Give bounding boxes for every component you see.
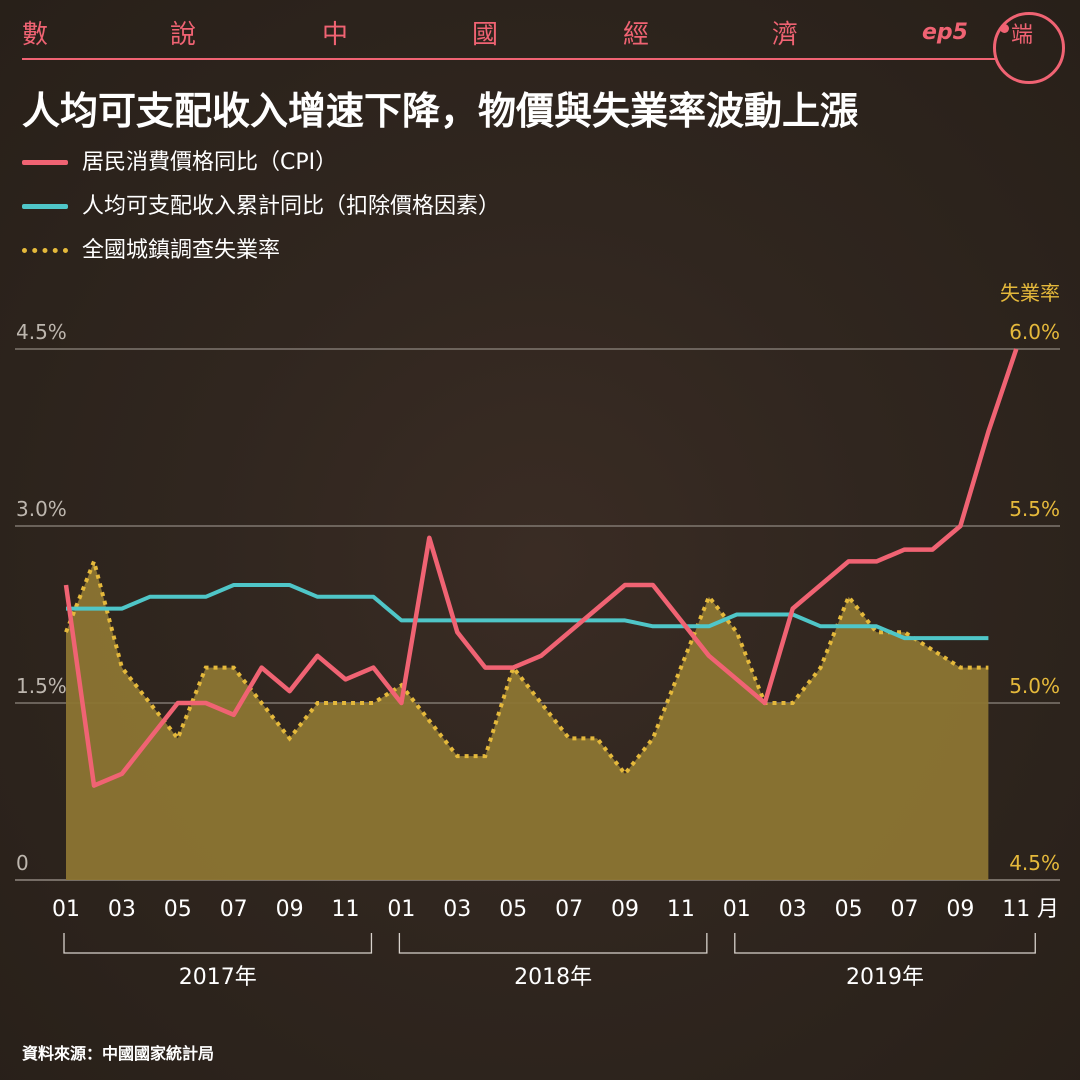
series-char: 濟 [772,20,799,50]
legend-swatch-unemployment [22,248,68,253]
x-tick-label: 01 [387,897,415,922]
x-tick-label: 01 [52,897,80,922]
x-tick-label: 11 [1002,897,1030,922]
unemployment-line [64,554,989,778]
series-header: 數 說 中 國 經 濟 ep5 端 [0,0,1080,84]
x-tick-label: 07 [891,897,919,922]
logo: 端 [993,12,1065,84]
legend-swatch-cpi [22,160,68,165]
y-tick-label-left: 4.5% [16,320,67,344]
x-tick-label: 07 [555,897,583,922]
y-tick-label-right: 6.0% [1009,320,1060,344]
income-line [66,583,989,641]
label-layer: 0 4.5% 1.5% 5.0% 3.0% 5.5% 4.5% 6.0% 失業率 01 03 05 07… [16,281,1060,990]
x-tick-label: 07 [220,897,248,922]
y-tick-label-left: 3.0% [16,497,67,521]
series-char: 說 [170,20,197,50]
series-char: 國 [472,20,499,50]
series-char: 經 [623,20,650,50]
chart-title: 人均可支配收入增速下降，物價與失業率波動上漲 [22,89,859,133]
source-note: 資料來源：中國國家統計局 [22,1044,215,1063]
unemployment-area [66,561,989,880]
year-bracket [63,933,373,954]
header-divider [22,58,997,60]
series-char: 中 [322,20,349,50]
year-label: 2017年 [179,965,257,990]
x-tick-label: 03 [108,897,136,922]
x-axis-unit: 月 [1037,897,1059,922]
year-bracket [398,933,708,954]
series-char: 數 [22,20,49,50]
y-tick-label-left: 0 [16,851,29,875]
logo-dot [1000,24,1009,33]
year-label: 2019年 [846,965,924,990]
x-tick-label: 01 [723,897,751,922]
y-tick-label-right: 5.5% [1009,497,1060,521]
x-tick-label: 05 [835,897,863,922]
area-layer [66,561,989,880]
x-tick-label: 11 [667,897,695,922]
x-tick-label: 05 [499,897,527,922]
x-tick-label: 03 [779,897,807,922]
x-tick-label: 09 [276,897,304,922]
legend-label: 人均可支配收入累計同比（扣除價格因素） [82,194,501,219]
x-tick-label: 09 [611,897,639,922]
line-layer [63,348,1019,788]
logo-glyph: 端 [1011,23,1033,48]
legend-label: 全國城鎮調查失業率 [82,238,281,263]
x-tick-label: 03 [443,897,471,922]
episode-label: ep5 [922,20,968,45]
year-label: 2018年 [514,965,592,990]
y-tick-label-right: 5.0% [1009,674,1060,698]
x-tick-label: 09 [946,897,974,922]
y-tick-label-right: 4.5% [1009,851,1060,875]
y-tick-label-left: 1.5% [16,674,67,698]
cpi-line [63,348,1019,788]
legend-swatch-income [22,204,68,209]
legend-label: 居民消費價格同比（CPI） [82,150,338,175]
x-tick-label: 05 [164,897,192,922]
right-axis-title: 失業率 [1000,281,1060,305]
year-bracket [734,933,1036,954]
x-tick-label: 11 [332,897,360,922]
line-chart: 0 4.5% 1.5% 5.0% 3.0% 5.5% 4.5% 6.0% 失業率 01 03 05 07… [15,281,1060,990]
